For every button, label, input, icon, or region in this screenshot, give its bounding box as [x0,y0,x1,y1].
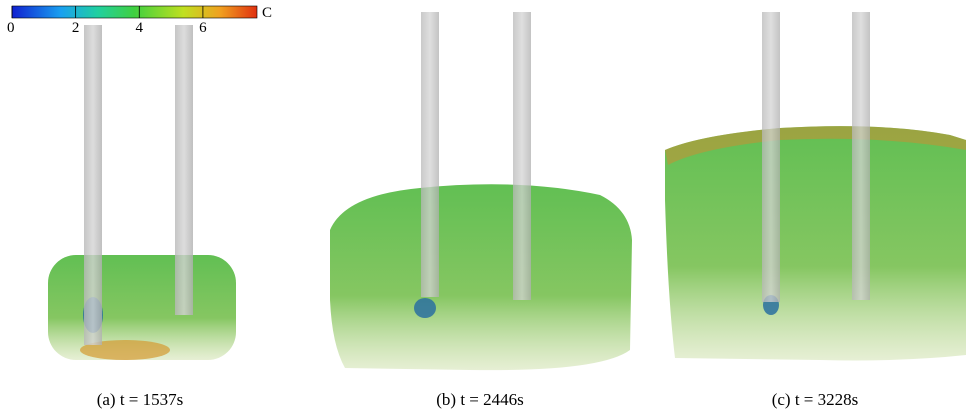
colorbar-label: C [262,5,272,21]
panel-caption: (c) t = 3228s [772,390,859,409]
colorbar-tick-label: 4 [136,20,144,36]
panel-c-render [665,12,966,361]
colorbar-tick-label: 2 [72,20,80,36]
colorbar [11,5,258,19]
panel-a-render [48,25,236,360]
colorbar-tick-label: 0 [7,20,15,36]
panel-b-render [330,12,632,371]
panel-caption: (b) t = 2446s [436,390,524,409]
colorbar-tick-label: 6 [199,20,207,36]
panel-caption: (a) t = 1537s [97,390,184,409]
